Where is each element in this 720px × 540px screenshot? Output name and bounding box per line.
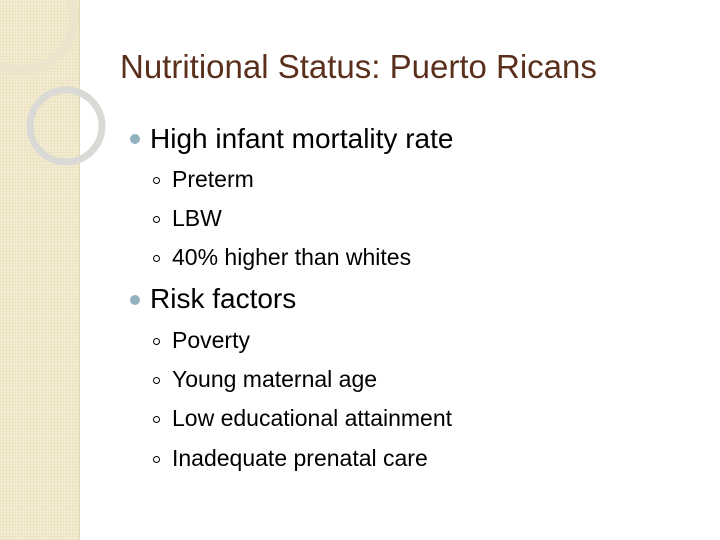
sub-bullet-ring-icon bbox=[153, 416, 160, 423]
sub-bullet-ring-icon bbox=[153, 338, 160, 345]
bullet-dot-icon bbox=[130, 134, 140, 144]
bullet-risk-factors: Risk factors bbox=[150, 283, 297, 314]
slide-title: Nutritional Status: Puerto Ricans bbox=[120, 48, 597, 85]
sub-bullet-inadequate-prenatal-care: Inadequate prenatal care bbox=[172, 445, 428, 471]
sub-bullet-40-percent-higher: 40% higher than whites bbox=[172, 244, 412, 270]
sub-bullet-ring-icon bbox=[153, 216, 160, 223]
decorative-rings-icon bbox=[0, 0, 106, 166]
sub-bullet-lbw: LBW bbox=[172, 205, 222, 231]
sub-bullet-poverty: Poverty bbox=[172, 327, 250, 353]
sub-bullet-preterm: Preterm bbox=[172, 166, 254, 192]
sub-bullet-young-maternal-age: Young maternal age bbox=[172, 366, 378, 392]
sub-bullet-ring-icon bbox=[153, 177, 160, 184]
bullet-dot-icon bbox=[130, 295, 140, 305]
bullet-high-infant-mortality: High infant mortality rate bbox=[150, 123, 454, 154]
sub-bullet-ring-icon bbox=[153, 377, 160, 384]
sub-bullet-low-educational-attainment: Low educational attainment bbox=[172, 405, 453, 431]
sub-bullet-ring-icon bbox=[153, 456, 160, 463]
sub-bullet-ring-icon bbox=[153, 255, 160, 262]
